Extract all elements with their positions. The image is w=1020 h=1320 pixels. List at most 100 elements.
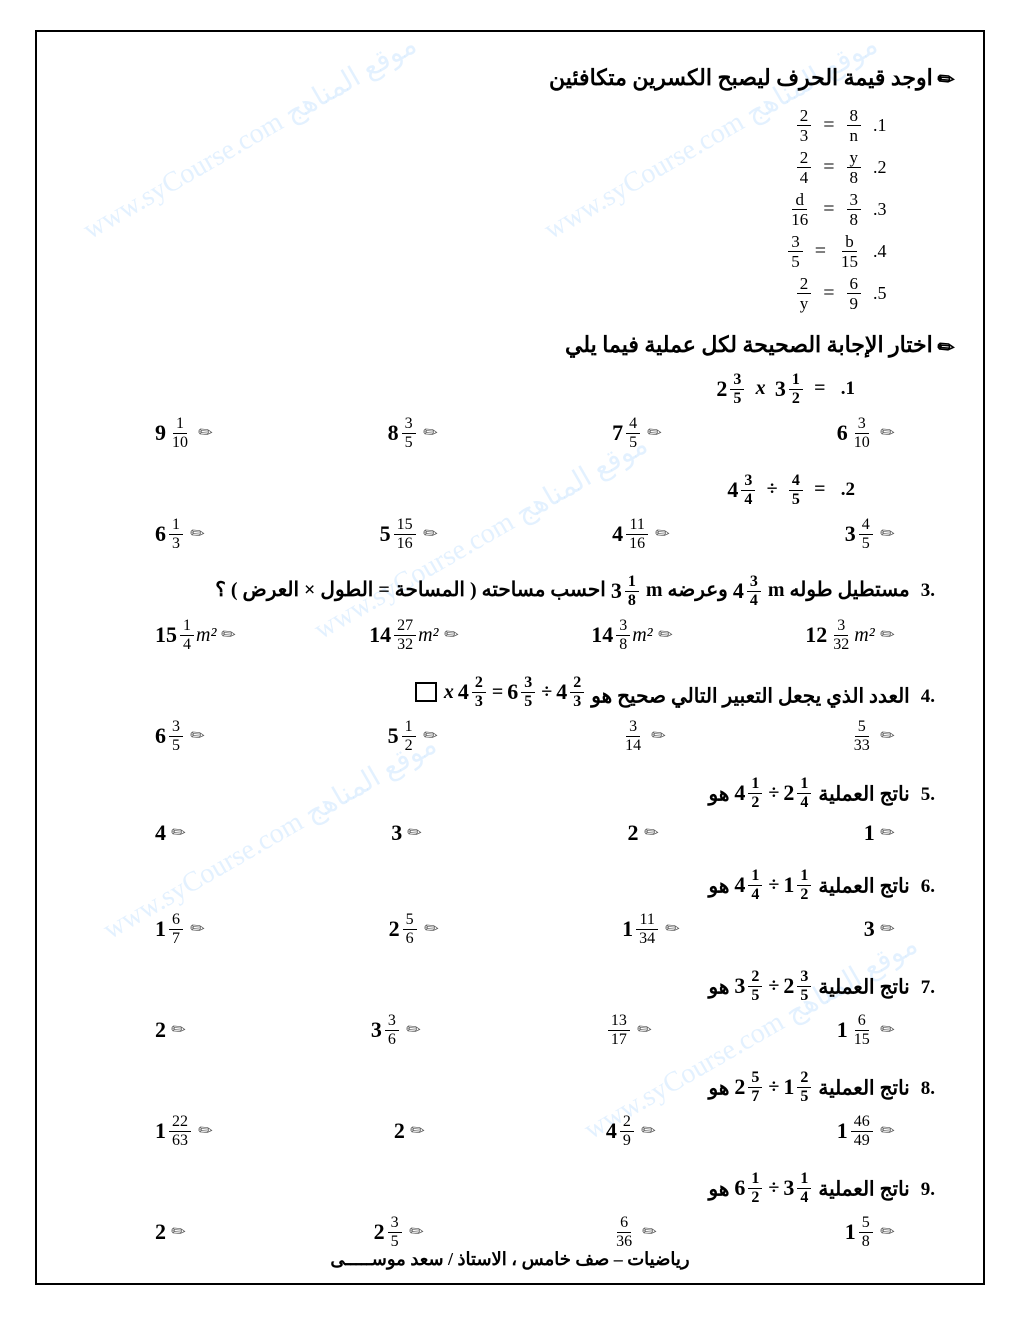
pencil-icon: ✎ xyxy=(640,821,664,845)
options-row: 613 ✎ 51516 ✎ 41116 ✎ 345 ✎ xyxy=(65,513,955,564)
pencil-icon: ✎ xyxy=(876,1220,900,1244)
option[interactable]: 158 ✎ xyxy=(845,1215,895,1250)
content-area: ✎ اوجد قيمة الحرف ليصبح الكسرين متكافئين… xyxy=(50,40,970,1262)
option[interactable]: 1615 ✎ xyxy=(837,1013,895,1048)
section2-title-text: اختار الإجابة الصحيحة لكل عملية فيما يلي xyxy=(565,332,933,357)
equation-row: 35 = b15 .4 xyxy=(65,230,895,272)
pencil-icon: ✎ xyxy=(194,1119,218,1143)
section1-title-text: اوجد قيمة الحرف ليصبح الكسرين متكافئين xyxy=(549,65,933,90)
question-text: 434 ÷ 45 = .2 xyxy=(65,473,955,508)
question-text: .7 ناتج العملية 325 ÷ 235 هو xyxy=(65,969,955,1004)
option[interactable]: 3 ✎ xyxy=(864,916,895,942)
equation-row: 23 = 8n .1 xyxy=(65,104,895,146)
options-row: 9110 ✎ 835 ✎ 745 ✎ 6310 ✎ xyxy=(65,412,955,463)
option[interactable]: 745 ✎ xyxy=(612,416,662,451)
pencil-icon: ✎ xyxy=(633,1018,657,1042)
option[interactable]: 1514 m² ✎ xyxy=(155,618,237,653)
pencil-icon: ✎ xyxy=(420,917,444,941)
option[interactable]: 41116 ✎ xyxy=(612,517,670,552)
pencil-icon: ✎ xyxy=(167,1018,191,1042)
pencil-icon: ✎ xyxy=(637,1119,661,1143)
option[interactable]: 11134 ✎ xyxy=(622,912,680,947)
pencil-icon: ✎ xyxy=(419,421,443,445)
pencil-icon: ✎ xyxy=(932,332,961,362)
option[interactable]: 14649 ✎ xyxy=(837,1114,895,1149)
option[interactable]: 635 ✎ xyxy=(155,719,205,754)
pencil-icon: ✎ xyxy=(402,1018,426,1042)
section1-title: ✎ اوجد قيمة الحرف ليصبح الكسرين متكافئين xyxy=(65,65,955,92)
option[interactable]: 3 ✎ xyxy=(391,820,422,846)
question-text: .8 ناتج العملية 257 ÷ 125 هو xyxy=(65,1070,955,1105)
option[interactable]: 2 ✎ xyxy=(155,1017,186,1043)
option[interactable]: 12263 ✎ xyxy=(155,1114,213,1149)
pencil-icon: ✎ xyxy=(932,65,961,95)
option[interactable]: 235 ✎ xyxy=(374,1215,424,1250)
options-row: 167 ✎ 256 ✎ 11134 ✎ 3 ✎ xyxy=(65,908,955,959)
pencil-icon: ✎ xyxy=(167,821,191,845)
option[interactable]: 314 ✎ xyxy=(620,719,666,754)
pencil-icon: ✎ xyxy=(440,623,464,647)
question-text: .3 مستطيل طوله m 434 وعرضه m 318 احسب مس… xyxy=(65,574,955,609)
option[interactable]: 4 ✎ xyxy=(155,820,186,846)
option[interactable]: 2 ✎ xyxy=(628,820,659,846)
option[interactable]: 835 ✎ xyxy=(388,416,438,451)
option[interactable]: 429 ✎ xyxy=(606,1114,656,1149)
pencil-icon: ✎ xyxy=(647,724,671,748)
question-text: 235 x 312 = .1 xyxy=(65,372,955,407)
question-text: .5 ناتج العملية 412 ÷ 214 هو xyxy=(65,776,955,811)
option[interactable]: 636 ✎ xyxy=(611,1215,657,1250)
option[interactable]: 51516 ✎ xyxy=(380,517,438,552)
option[interactable]: 1438 m² ✎ xyxy=(591,618,673,653)
pencil-icon: ✎ xyxy=(419,522,443,546)
pencil-icon: ✎ xyxy=(876,1018,900,1042)
options-row: 4 ✎ 3 ✎ 2 ✎ 1 ✎ xyxy=(65,816,955,858)
pencil-icon: ✎ xyxy=(876,917,900,941)
options-row: 635 ✎ 512 ✎ 314 ✎ 533 ✎ xyxy=(65,715,955,766)
pencil-icon: ✎ xyxy=(638,1220,662,1244)
pencil-icon: ✎ xyxy=(661,917,685,941)
equation-list: 23 = 8n .1 24 = y8 .2 d16 = 38 .3 35 = b… xyxy=(65,104,955,314)
equation-row: 24 = y8 .2 xyxy=(65,146,895,188)
pencil-icon: ✎ xyxy=(876,522,900,546)
pencil-icon: ✎ xyxy=(405,1220,429,1244)
pencil-icon: ✎ xyxy=(186,522,210,546)
pencil-icon: ✎ xyxy=(651,522,675,546)
option[interactable]: 345 ✎ xyxy=(845,517,895,552)
question-text: .4 العدد الذي يجعل التعبير التالي صحيح ه… xyxy=(65,675,955,710)
option[interactable]: 2 ✎ xyxy=(394,1118,425,1144)
option[interactable]: 256 ✎ xyxy=(389,912,439,947)
equation-row: d16 = 38 .3 xyxy=(65,188,895,230)
pencil-icon: ✎ xyxy=(186,724,210,748)
pencil-icon: ✎ xyxy=(654,623,678,647)
option[interactable]: 336 ✎ xyxy=(371,1013,421,1048)
page-footer: رياضيات – صف خامس ، الاستاذ / سعد موســـ… xyxy=(0,1249,1020,1270)
pencil-icon: ✎ xyxy=(876,821,900,845)
pencil-icon: ✎ xyxy=(876,724,900,748)
option[interactable]: 142732 m² ✎ xyxy=(369,618,459,653)
option[interactable]: 167 ✎ xyxy=(155,912,205,947)
options-row: 12263 ✎ 2 ✎ 429 ✎ 14649 ✎ xyxy=(65,1110,955,1161)
question-text: .6 ناتج العملية 414 ÷ 112 هو xyxy=(65,868,955,903)
option[interactable]: 533 ✎ xyxy=(849,719,895,754)
option[interactable]: 512 ✎ xyxy=(388,719,438,754)
pencil-icon: ✎ xyxy=(876,623,900,647)
pencil-icon: ✎ xyxy=(403,821,427,845)
section2-title: ✎ اختار الإجابة الصحيحة لكل عملية فيما ي… xyxy=(65,332,955,359)
pencil-icon: ✎ xyxy=(406,1119,430,1143)
options-row: 1514 m² ✎ 142732 m² ✎ 1438 m² ✎ 12332 m²… xyxy=(65,614,955,665)
pencil-icon: ✎ xyxy=(876,421,900,445)
option[interactable]: 2 ✎ xyxy=(155,1219,186,1245)
option[interactable]: 1317 ✎ xyxy=(606,1013,652,1048)
pencil-icon: ✎ xyxy=(643,421,667,445)
option[interactable]: 6310 ✎ xyxy=(837,416,895,451)
questions-container: 235 x 312 = .1 9110 ✎ 835 ✎ 745 ✎ 6310 ✎… xyxy=(65,372,955,1262)
option[interactable]: 1 ✎ xyxy=(864,820,895,846)
pencil-icon: ✎ xyxy=(876,1119,900,1143)
option[interactable]: 613 ✎ xyxy=(155,517,205,552)
pencil-icon: ✎ xyxy=(186,917,210,941)
pencil-icon: ✎ xyxy=(194,421,218,445)
option[interactable]: 12332 m² ✎ xyxy=(805,618,895,653)
equation-row: 2y = 69 .5 xyxy=(65,272,895,314)
options-row: 2 ✎ 336 ✎ 1317 ✎ 1615 ✎ xyxy=(65,1009,955,1060)
option[interactable]: 9110 ✎ xyxy=(155,416,213,451)
